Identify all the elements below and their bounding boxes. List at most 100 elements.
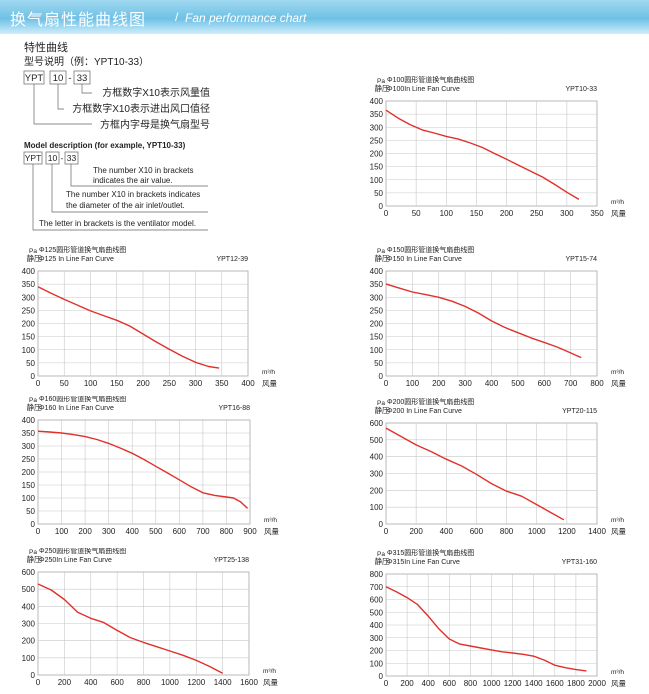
chart-title-en: Φ250In Line Fan Curve [39,557,112,564]
chart-title-en: Φ150 In Line Fan Curve [387,256,462,263]
x-tick-label: 300 [458,379,472,388]
chart-model: YPT31-160 [562,559,598,566]
y-tick-label: 0 [379,372,384,381]
x-axis-unit: m³/h [611,369,624,376]
y-tick-label: 300 [22,442,36,451]
y-tick-label: 150 [370,163,384,172]
chart-model: YPT12-39 [216,256,248,263]
fan-curve-chart-ypt12-39: 0 50 100 150 200 250 300 350 400 0 50 100 150 200 250 3… [22,245,278,388]
chart-title-cn: Φ315圆形管道换气扇曲线图 [387,548,474,557]
chart-model: YPT16-88 [218,405,250,412]
y-tick-label: 350 [22,280,36,289]
x-tick-label: 400 [126,527,140,536]
x-tick-label: 100 [55,527,69,536]
x-tick-label: 1400 [588,527,606,536]
x-tick-label: 700 [564,379,578,388]
desc-line-en-2a: The number X10 in brackets indicates [66,190,200,199]
y-tick-label: 200 [22,320,36,329]
x-tick-label: 0 [384,527,389,536]
fan-curve-line [385,586,587,672]
fan-curve-chart-ypt20-115: 0 100 200 300 400 500 600 0 200 400 600 800 1000 1200… [370,397,627,536]
y-tick-label: 50 [374,189,383,198]
y-tick-label: 250 [22,306,36,315]
x-tick-label: 0 [36,527,41,536]
y-tick-label: 200 [370,150,384,159]
y-tick-label: 500 [370,436,384,445]
x-tick-label: 1600 [546,679,564,688]
y-tick-label: 400 [22,602,36,611]
x-tick-label: 2000 [588,679,606,688]
x-tick-label: 300 [102,527,116,536]
y-tick-label: 250 [370,136,384,145]
x-tick-label: 200 [136,379,150,388]
x-tick-label: 150 [110,379,124,388]
y-tick-label: 400 [370,453,384,462]
x-tick-label: 600 [538,379,552,388]
x-tick-label: 0 [384,209,389,218]
x-tick-label: 400 [440,527,454,536]
chart-model: YPT20-115 [562,408,597,415]
page-subtitle: Fan performance chart [185,11,307,25]
y-tick-label: 300 [22,293,36,302]
y-tick-label: 100 [370,176,384,185]
code-number-1-en: 10 [48,153,58,163]
y-axis-label: 静压 [375,405,390,415]
x-axis-unit: m³/h [611,199,624,206]
title-separator: / [175,10,179,24]
y-tick-label: 200 [22,637,36,646]
y-tick-label: 300 [370,293,384,302]
x-axis-label: 风量 [611,679,626,688]
y-tick-label: 150 [370,333,384,342]
x-tick-label: 800 [590,379,604,388]
model-description: 特性曲线 型号说明（例：YPT10-33） YPT 10 - 33 方框数字X1… [23,40,210,231]
y-tick-label: 500 [22,585,36,594]
chart-title-cn: Φ250圆形管道换气扇曲线图 [39,548,126,555]
x-tick-label: 800 [464,679,478,688]
desc-line-cn-2: 方框数字X10表示进出风口值径 [72,102,210,115]
chart-title-cn: Φ125圆形管道换气扇曲线图 [39,245,126,254]
x-axis-label: 风量 [611,379,626,388]
desc-line-en-2b: the diameter of the air inlet/outlet. [66,201,185,210]
y-axis-unit: Pa [29,549,37,556]
y-tick-label: 600 [22,568,36,577]
y-tick-label: 800 [370,570,384,579]
x-tick-label: 800 [137,678,151,687]
x-tick-label: 100 [440,209,454,218]
x-tick-label: 500 [511,379,525,388]
code-letters: YPT [25,73,44,84]
x-tick-label: 200 [58,678,72,687]
fan-curve-line [385,283,582,359]
fan-curve-line [385,427,565,521]
y-axis-unit: Pa [377,78,385,85]
y-axis-label: 静压 [27,554,42,564]
x-tick-label: 200 [409,527,423,536]
y-tick-label: 400 [22,416,36,425]
code-dash: - [68,73,71,84]
fan-curve-chart-ypt10-33: 0 50 100 150 200 250 300 350 400 0 50 100 150 200 250 3… [370,76,627,218]
y-tick-label: 500 [370,608,384,617]
chart-title-en: Φ315In Line Fan Curve [387,559,460,566]
x-tick-label: 1400 [214,678,232,687]
model-code-en: YPT 10 - 33 [23,151,79,165]
fan-curve-chart-ypt16-88: 0 50 100 150 200 250 300 350 400 0 100 200 300 400 500… [22,396,280,536]
x-tick-label: 1000 [528,527,546,536]
x-axis-unit: m³/h [611,517,624,524]
fan-curve-line [385,109,580,201]
x-tick-label: 0 [36,678,41,687]
y-tick-label: 600 [370,419,384,428]
x-tick-label: 500 [149,527,163,536]
y-tick-label: 50 [374,359,383,368]
y-tick-label: 300 [370,634,384,643]
x-tick-label: 300 [189,379,203,388]
y-axis-unit: Pa [377,551,385,558]
code-number-1: 10 [53,73,64,84]
desc-line-cn-1: 方框数字X10表示风量值 [102,86,210,99]
x-tick-label: 250 [163,379,177,388]
y-axis-label: 静压 [375,253,390,263]
x-tick-label: 350 [215,379,229,388]
x-tick-label: 50 [412,209,421,218]
x-tick-label: 100 [84,379,98,388]
y-tick-label: 250 [22,455,36,464]
y-tick-label: 400 [370,621,384,630]
x-axis-label: 风量 [611,209,626,218]
